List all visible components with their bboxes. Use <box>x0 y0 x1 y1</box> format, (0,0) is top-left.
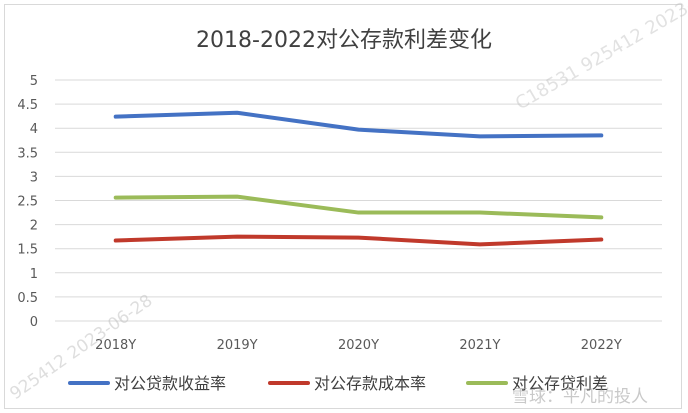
y-tick-label: 2 <box>30 219 38 234</box>
y-tick-label: 5 <box>30 74 38 89</box>
x-tick-label: 2022Y <box>581 338 622 353</box>
legend-label: 对公贷款收益率 <box>114 374 226 393</box>
y-tick-label: 3 <box>30 170 38 185</box>
watermark-text: 雪球：平凡的投人 <box>512 387 648 407</box>
series-line-2 <box>113 234 604 247</box>
x-tick-label: 2018Y <box>95 338 136 353</box>
watermark-text: C18531 925412 2023-06-28 <box>512 0 688 114</box>
y-tick-label: 0 <box>30 315 38 330</box>
y-tick-label: 1 <box>30 267 38 282</box>
legend-label: 对公存贷利差 <box>512 374 608 393</box>
y-tick-label: 1.5 <box>17 243 38 258</box>
x-tick-label: 2020Y <box>338 338 379 353</box>
y-tick-label: 3.5 <box>17 146 38 161</box>
y-tick-label: 0.5 <box>17 291 38 306</box>
y-tick-label: 2.5 <box>17 195 38 210</box>
series-line-1 <box>113 110 604 139</box>
series-line-3 <box>113 194 604 220</box>
x-tick-label: 2021Y <box>459 338 500 353</box>
y-tick-label: 4.5 <box>17 98 38 113</box>
legend-label: 对公存款成本率 <box>314 374 426 393</box>
x-tick-label: 2019Y <box>217 338 258 353</box>
chart-frame <box>4 4 682 409</box>
y-tick-label: 4 <box>30 122 38 137</box>
chart-title: 2018-2022对公存款利差变化 <box>196 28 492 53</box>
